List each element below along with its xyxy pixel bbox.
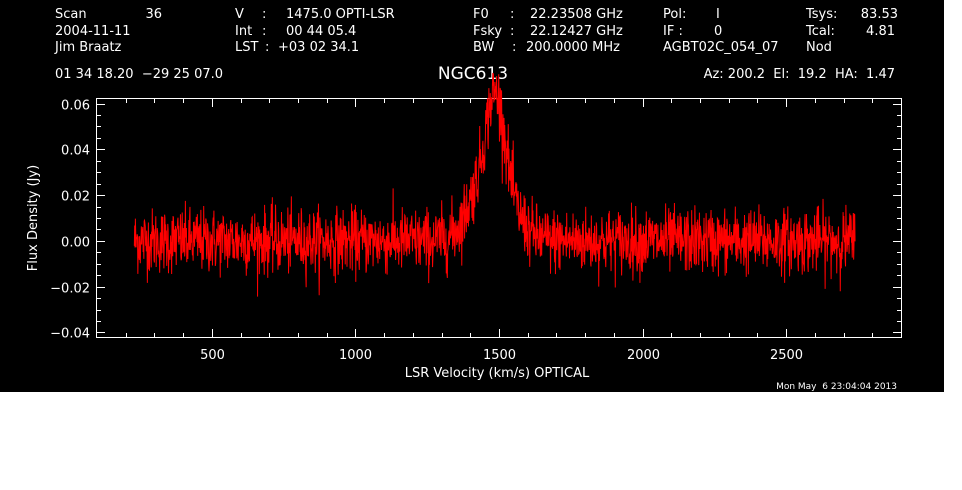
fsky-value: 22.12427 GHz [530, 24, 623, 39]
source-coordinates: 01 34 18.20 −29 25 07.0 [55, 67, 223, 82]
y-tick-label: 0.04 [61, 144, 90, 159]
velocity-label: V [235, 7, 244, 22]
spectrum-line [133, 72, 856, 297]
x-axis-label: LSR Velocity (km/s) OPTICAL [405, 366, 590, 381]
observation-date: 2004-11-11 [55, 24, 131, 39]
y-tick-labels: −0.04 −0.02 0.00 0.02 0.04 0.06 [50, 99, 90, 342]
f0-value: 22.23508 GHz [530, 7, 623, 22]
spectrum-plot: Scan 36 2004-11-11 Jim Braatz V : 1475.0… [26, 7, 902, 392]
f0-label: F0 [473, 7, 489, 22]
polarization-value: I [716, 7, 720, 22]
plot-panel: Scan 36 2004-11-11 Jim Braatz V : 1475.0… [0, 0, 944, 392]
lst-sep: : [265, 40, 269, 55]
x-tick-label: 2000 [627, 348, 660, 363]
fsky-label: Fsky [473, 24, 502, 39]
axis-ticks [97, 99, 901, 337]
integration-sep: : [262, 24, 266, 39]
tsys-label: Tsys: [805, 7, 837, 22]
spectrum-series [133, 72, 856, 297]
y-tick-label: −0.02 [50, 282, 90, 297]
integration-value: 00 44 05.4 [286, 24, 356, 39]
if-label: IF : [663, 24, 683, 39]
tsys-value: 83.53 [861, 7, 898, 22]
velocity-sep: : [262, 7, 266, 22]
scan-number: 36 [145, 7, 162, 22]
observer-name: Jim Braatz [54, 40, 122, 55]
bandwidth-sep: : [512, 40, 516, 55]
bandwidth-value: 200.0000 MHz [526, 40, 620, 55]
f0-sep: : [510, 7, 514, 22]
project-id: AGBT02C_054_07 [663, 40, 779, 55]
lst-value: +03 02 34.1 [278, 40, 359, 55]
tcal-value: 4.81 [866, 24, 895, 39]
tcal-label: Tcal: [805, 24, 835, 39]
y-tick-label: −0.04 [50, 327, 90, 342]
lst-label: LST [235, 40, 258, 55]
scan-label: Scan [55, 7, 87, 22]
source-title: NGC613 [438, 64, 508, 84]
polarization-label: Pol: [663, 7, 686, 22]
procedure-name: Nod [806, 40, 832, 55]
y-tick-label: 0.00 [61, 236, 90, 251]
x-tick-label: 1000 [339, 348, 372, 363]
x-tick-label: 500 [200, 348, 225, 363]
x-tick-labels: 500 1000 1500 2000 2500 [200, 348, 803, 363]
velocity-value: 1475.0 OPTI-LSR [286, 7, 395, 22]
y-axis-label: Flux Density (Jy) [26, 165, 41, 271]
y-tick-label: 0.02 [61, 190, 90, 205]
integration-label: Int [235, 24, 252, 39]
bandwidth-label: BW [473, 40, 494, 55]
if-value: 0 [714, 24, 722, 39]
pointing-info: Az: 200.2 El: 19.2 HA: 1.47 [704, 67, 895, 82]
x-tick-label: 1500 [483, 348, 516, 363]
y-tick-label: 0.06 [61, 99, 90, 114]
x-tick-label: 2500 [770, 348, 803, 363]
plot-timestamp: Mon May 6 23:04:04 2013 [776, 382, 897, 392]
fsky-sep: : [510, 24, 514, 39]
